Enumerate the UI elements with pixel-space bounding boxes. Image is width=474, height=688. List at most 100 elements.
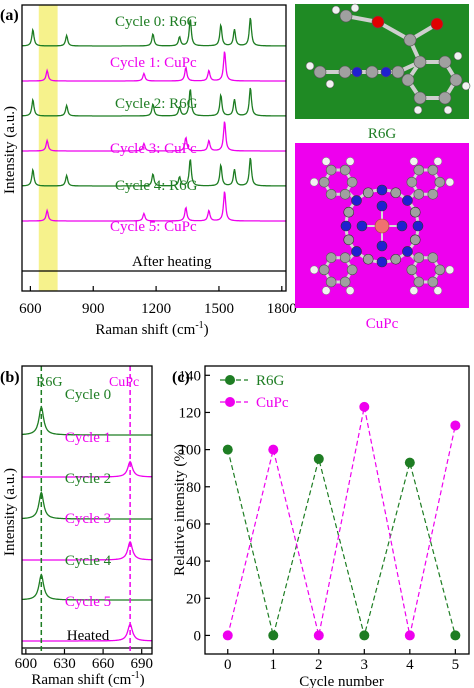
r6g-atom <box>413 55 427 69</box>
trace-label-1: Cycle 0: R6G <box>115 14 198 30</box>
r6g-molecule-model <box>305 3 471 115</box>
panel-a-x-axis: 600 900 1200 1500 1800 <box>19 286 297 317</box>
trace-label-5: Cycle 4 <box>65 553 112 569</box>
cupc-atom <box>427 276 439 288</box>
r6g-atom <box>371 15 385 29</box>
x-tick-label: 900 <box>82 301 105 317</box>
trace-label-4: Cycle 3: CuPc <box>110 141 197 157</box>
x-tick-label: 600 <box>19 301 42 317</box>
y-tick-label: 120 <box>179 405 202 421</box>
r6g-atom <box>438 55 452 69</box>
r6g-atom <box>443 105 453 115</box>
r6g-atom <box>380 66 392 78</box>
data-point-r6g <box>222 444 233 455</box>
cupc-caption: CuPc <box>366 316 399 332</box>
data-point-r6g <box>268 630 279 641</box>
cupc-atom <box>345 157 355 166</box>
cupc-atom <box>413 276 425 288</box>
cupc-atom <box>445 265 455 275</box>
y-tick-label: 40 <box>186 554 201 570</box>
r6g-atom <box>403 33 417 47</box>
r6g-atom <box>313 65 327 79</box>
cupc-atom <box>325 188 337 200</box>
cupc-atom <box>406 176 418 188</box>
y-tick-label: 100 <box>179 443 202 459</box>
trace-label-2: Cycle 1: CuPc <box>110 55 197 71</box>
y-tick-label: 20 <box>186 591 201 607</box>
data-point-r6g <box>404 457 415 468</box>
trace-label-4: Cycle 3 <box>65 511 111 527</box>
r6g-atom <box>449 73 463 87</box>
panel-b-y-axis-label: Intensity (a.u.) <box>2 468 18 556</box>
trace-label-7: After heating <box>132 254 212 270</box>
cupc-atom <box>376 200 388 212</box>
cupc-atom <box>445 177 455 187</box>
trace-2 <box>22 460 152 478</box>
cupc-atom <box>413 252 425 264</box>
panel-c: 0 20 40 60 80 100 120 140 0 1 2 3 4 5 Cycle number Rela… <box>172 365 470 688</box>
cupc-atom <box>362 187 374 199</box>
cupc-atom <box>351 195 362 206</box>
cupc-atom <box>362 253 374 265</box>
x-tick-label: 630 <box>53 656 76 672</box>
panel-a-trace-labels: Cycle 0: R6G Cycle 1: CuPc Cycle 2: R6G Cyc… <box>110 14 212 270</box>
trace-label-6: Cycle 5 <box>65 594 111 610</box>
panel-c-y-axis-label: Relative intensity (%) <box>172 444 188 576</box>
y-tick-label: 60 <box>186 517 201 533</box>
x-tick-label: 1200 <box>141 301 171 317</box>
cupc-atom <box>309 177 319 187</box>
y-tick-label: 0 <box>194 628 202 644</box>
r6g-atom <box>430 17 444 31</box>
r6g-atom <box>438 91 452 105</box>
y-tick-label: 80 <box>186 480 201 496</box>
panel-c-frame <box>204 365 470 655</box>
panel-c-label: (c) <box>172 369 190 386</box>
x-tick-label: 1500 <box>204 301 234 317</box>
r6g-atom <box>391 65 405 79</box>
x-tick-label: 690 <box>130 656 153 672</box>
cupc-atom <box>309 265 319 275</box>
cupc-atom <box>433 157 443 166</box>
cupc-atom <box>318 176 330 188</box>
panel-b-markers: R6G CuPc <box>36 366 139 654</box>
data-point-r6g <box>359 630 370 641</box>
x-tick-label: 600 <box>15 656 38 672</box>
marker-label-r6g: R6G <box>36 375 62 390</box>
cupc-atom <box>325 252 337 264</box>
cupc-molecule-panel: CuPc <box>295 143 469 332</box>
data-point-cupc <box>268 444 279 455</box>
panel-c-plot: 0 20 40 60 80 100 120 140 0 1 2 3 4 5 Cycle number Rela… <box>172 365 470 688</box>
trace-4 <box>22 121 286 152</box>
cupc-atom <box>413 164 425 176</box>
cupc-atom <box>427 188 439 200</box>
cupc-atom <box>346 176 358 188</box>
x-tick-label: 0 <box>224 657 232 673</box>
data-point-r6g <box>450 630 461 641</box>
legend-marker-cupc <box>225 397 235 407</box>
panel-c-x-axis-label: Cycle number <box>299 674 384 688</box>
x-tick-label: 660 <box>92 656 115 672</box>
trace-2 <box>22 51 286 82</box>
cupc-atom <box>339 188 351 200</box>
data-point-r6g <box>313 453 324 464</box>
trace-label-6: Cycle 5: CuPc <box>110 219 197 235</box>
r6g-atom <box>461 81 471 91</box>
trace-3 <box>22 87 286 117</box>
cupc-atom <box>409 206 421 218</box>
panel-b-frame <box>21 365 153 655</box>
cupc-atom <box>343 234 355 246</box>
panel-b-x-axis: 600 630 660 690 <box>15 649 153 672</box>
cupc-atom <box>339 164 351 176</box>
r6g-atom <box>453 51 463 61</box>
r6g-atom <box>325 79 335 89</box>
trace-5 <box>22 157 286 187</box>
panel-a-frame <box>21 4 287 292</box>
legend-label-r6g: R6G <box>256 373 285 389</box>
trace-label-3: Cycle 2: R6G <box>115 96 198 112</box>
r6g-atom <box>331 5 341 15</box>
panel-a-label: (a) <box>0 7 19 24</box>
cupc-atom <box>413 188 425 200</box>
data-point-cupc <box>359 401 370 412</box>
x-tick-label: 1800 <box>267 301 297 317</box>
